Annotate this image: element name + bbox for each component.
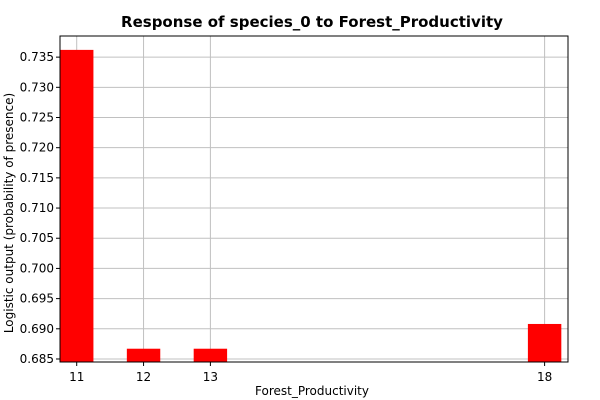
bar-13 (193, 348, 228, 362)
plot-frame (59, 35, 569, 363)
y-tick-label: 0.710 (20, 201, 54, 215)
y-tick-label: 0.705 (20, 231, 54, 245)
bar-18 (527, 323, 562, 362)
plot-area (60, 36, 568, 362)
y-tick-label: 0.730 (20, 80, 54, 94)
x-axis-label: Forest_Productivity (255, 384, 369, 398)
y-tick-label: 0.700 (20, 261, 54, 275)
bar-series (60, 49, 562, 362)
y-tick-label: 0.685 (20, 352, 54, 366)
y-tick-label: 0.735 (20, 50, 54, 64)
x-tick-label: 18 (537, 370, 552, 384)
bar-12 (126, 348, 161, 362)
x-axis-ticks: 11 12 13 18 (69, 362, 552, 384)
bar-11 (60, 49, 94, 362)
x-tick-label: 13 (203, 370, 218, 384)
y-gridlines (60, 56, 568, 360)
chart-title: Response of species_0 to Forest_Producti… (121, 13, 503, 31)
y-tick-label: 0.720 (20, 141, 54, 155)
y-tick-label: 0.725 (20, 111, 54, 125)
y-tick-label: 0.690 (20, 322, 54, 336)
y-tick-label: 0.715 (20, 171, 54, 185)
y-tick-label: 0.695 (20, 292, 54, 306)
y-axis-ticks: 0.685 0.690 0.695 0.700 0.705 0.710 0.715 0.720… (20, 50, 60, 366)
x-tick-label: 11 (69, 370, 84, 384)
x-tick-label: 12 (136, 370, 151, 384)
y-axis-label: Logistic output (probability of presence… (2, 93, 16, 333)
